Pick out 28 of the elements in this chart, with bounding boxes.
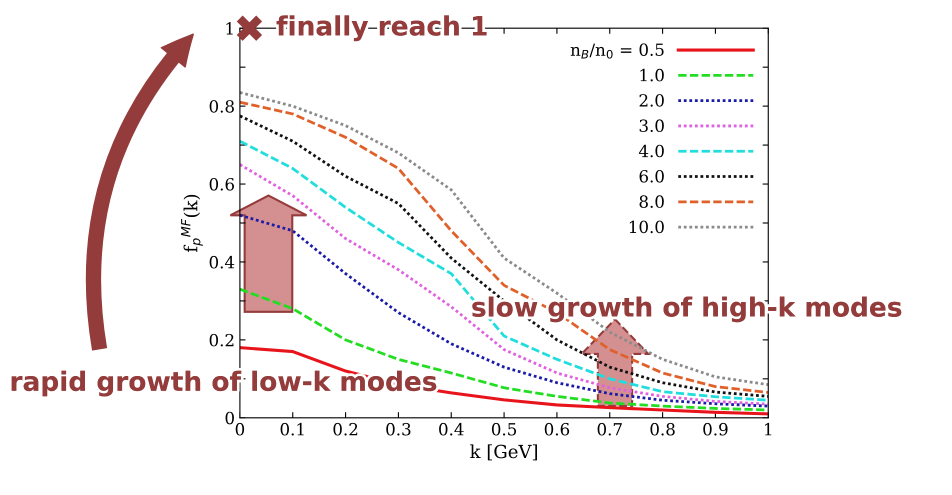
x-tick-label: 1: [764, 422, 772, 436]
y-axis-title: f$_{p}$$^{MF}$(k): [181, 194, 203, 252]
line-series: [240, 346, 768, 416]
legend-label: 1.0: [640, 68, 664, 82]
legend-label: 6.0: [640, 170, 664, 183]
x-tick-label: 0.1: [280, 422, 304, 436]
x-axis-title: k [GeV]: [470, 444, 537, 460]
y-tick-label: 0.4: [210, 256, 234, 269]
x-tick-label: 0.5: [492, 422, 516, 436]
legend-label: 10.0: [630, 220, 664, 234]
x-tick-label: 0.7: [598, 422, 622, 436]
legend-label: 4.0: [638, 144, 664, 158]
x-tick-label: 0.9: [703, 422, 728, 436]
y-tick-label: 1: [226, 22, 233, 35]
x-tick-label: 0.6: [544, 422, 570, 436]
x-tick-label: 0.2: [333, 422, 358, 436]
legend-label: 8.0: [640, 195, 664, 208]
x-tick-label: 0.8: [650, 422, 675, 436]
x-tick-label: 0: [236, 422, 244, 436]
y-tick-label: 0.2: [210, 334, 234, 346]
y-tick-label: 0.6: [210, 178, 234, 191]
legend-label: 3.0: [640, 119, 664, 132]
y-tick-label: 0: [226, 412, 234, 424]
legend-label: n$_{B}$/n$_{0}$ = 0.5: [570, 43, 664, 59]
legend-label: 2.0: [640, 94, 664, 107]
x-tick-label: 0.4: [439, 422, 464, 436]
y-tick-label: 0.8: [210, 100, 234, 113]
x-tick-label: 0.3: [386, 422, 410, 436]
